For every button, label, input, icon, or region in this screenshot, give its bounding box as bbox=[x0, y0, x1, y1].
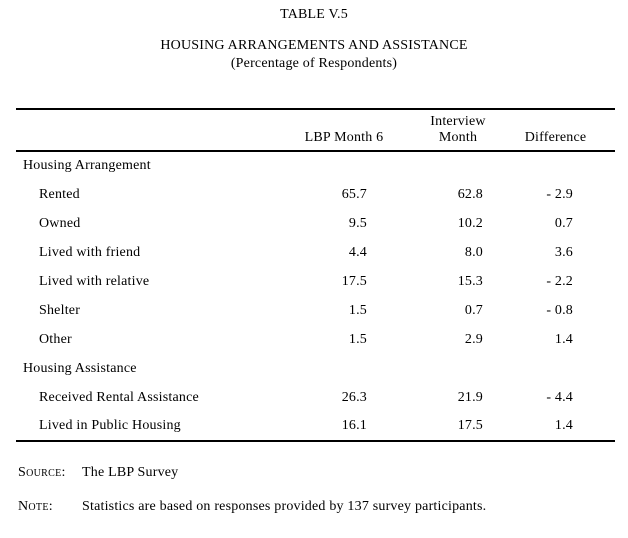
table-number: TABLE V.5 bbox=[280, 7, 348, 22]
cell-interview: 21.9 bbox=[457, 389, 483, 405]
source-label: Source: bbox=[18, 465, 66, 480]
table-row-other: Other 1.5 2.9 1.4 bbox=[16, 325, 615, 354]
table-row-rented: Rented 65.7 62.8 - 2.9 bbox=[16, 180, 615, 209]
table-row-section-housing-assistance: Housing Assistance bbox=[16, 354, 615, 383]
header-interview-line2: Month bbox=[438, 130, 478, 145]
cell-lbp: 17.5 bbox=[341, 273, 367, 289]
cell-difference: 0.7 bbox=[554, 215, 573, 231]
header-label-col bbox=[16, 109, 296, 152]
table-row-owned: Owned 9.5 10.2 0.7 bbox=[16, 209, 615, 238]
table-row-section-housing-arrangement: Housing Arrangement bbox=[16, 151, 615, 180]
table-row-received-rental-assistance: Received Rental Assistance 26.3 21.9 - 4… bbox=[16, 383, 615, 412]
cell-difference: 1.4 bbox=[554, 418, 573, 433]
row-label: Other bbox=[39, 331, 72, 347]
header-difference: Difference bbox=[508, 109, 615, 152]
cell-lbp bbox=[296, 354, 396, 383]
cell-difference: - 0.8 bbox=[546, 302, 573, 318]
note-label: Note: bbox=[18, 499, 53, 514]
cell-lbp: 26.3 bbox=[341, 389, 367, 405]
cell-lbp: 1.5 bbox=[348, 331, 367, 347]
housing-table: LBP Month 6 Interview Month Difference H… bbox=[16, 108, 615, 442]
row-label: Shelter bbox=[39, 302, 81, 318]
header-lbp-month-6-text: LBP Month 6 bbox=[304, 130, 384, 145]
table-title: HOUSING ARRANGEMENTS AND ASSISTANCE bbox=[160, 38, 468, 53]
row-label: Housing Arrangement bbox=[23, 158, 151, 173]
source-text: The LBP Survey bbox=[82, 465, 179, 480]
cell-interview: 0.7 bbox=[464, 302, 483, 318]
cell-interview: 15.3 bbox=[457, 273, 483, 289]
cell-difference: - 2.9 bbox=[546, 186, 573, 202]
cell-difference: 3.6 bbox=[554, 244, 573, 260]
cell-lbp bbox=[296, 151, 396, 180]
cell-interview bbox=[396, 354, 508, 383]
row-label: Received Rental Assistance bbox=[39, 389, 199, 405]
cell-difference bbox=[508, 151, 615, 180]
table-row-lived-with-friend: Lived with friend 4.4 8.0 3.6 bbox=[16, 238, 615, 267]
table-subtitle: (Percentage of Respondents) bbox=[230, 56, 398, 71]
cell-interview: 8.0 bbox=[464, 244, 483, 260]
cell-interview: 2.9 bbox=[464, 331, 483, 347]
cell-interview: 10.2 bbox=[457, 215, 483, 231]
header-difference-text: Difference bbox=[524, 130, 587, 145]
row-label: Owned bbox=[39, 215, 81, 231]
cell-lbp: 9.5 bbox=[348, 215, 367, 231]
cell-interview bbox=[396, 151, 508, 180]
cell-difference: - 2.2 bbox=[546, 273, 573, 289]
source-footnote: Source: The LBP Survey bbox=[18, 465, 178, 481]
row-label: Lived with relative bbox=[39, 273, 150, 289]
header-row: LBP Month 6 Interview Month Difference bbox=[16, 109, 615, 152]
cell-lbp: 4.4 bbox=[348, 244, 367, 260]
cell-interview: 62.8 bbox=[457, 186, 483, 202]
header-interview-month: Interview Month bbox=[396, 109, 508, 152]
cell-difference bbox=[508, 354, 615, 383]
row-label: Housing Assistance bbox=[23, 360, 137, 376]
note-footnote: Note: Statistics are based on responses p… bbox=[18, 499, 486, 515]
cell-difference: - 4.4 bbox=[546, 389, 573, 405]
row-label: Lived in Public Housing bbox=[39, 418, 181, 433]
cell-lbp: 1.5 bbox=[348, 302, 367, 318]
table-row-shelter: Shelter 1.5 0.7 - 0.8 bbox=[16, 296, 615, 325]
cell-lbp: 16.1 bbox=[341, 418, 367, 433]
row-label: Rented bbox=[39, 186, 80, 202]
table-row-lived-in-public-housing: Lived in Public Housing 16.1 17.5 1.4 bbox=[16, 412, 615, 441]
cell-difference: 1.4 bbox=[554, 331, 573, 347]
cell-interview: 17.5 bbox=[457, 418, 483, 433]
row-label: Lived with friend bbox=[39, 244, 141, 260]
note-text: Statistics are based on responses provid… bbox=[82, 499, 487, 514]
header-interview-line1: Interview bbox=[430, 114, 486, 129]
cell-lbp: 65.7 bbox=[341, 186, 367, 202]
header-lbp-month-6: LBP Month 6 bbox=[296, 109, 396, 152]
table-row-lived-with-relative: Lived with relative 17.5 15.3 - 2.2 bbox=[16, 267, 615, 296]
